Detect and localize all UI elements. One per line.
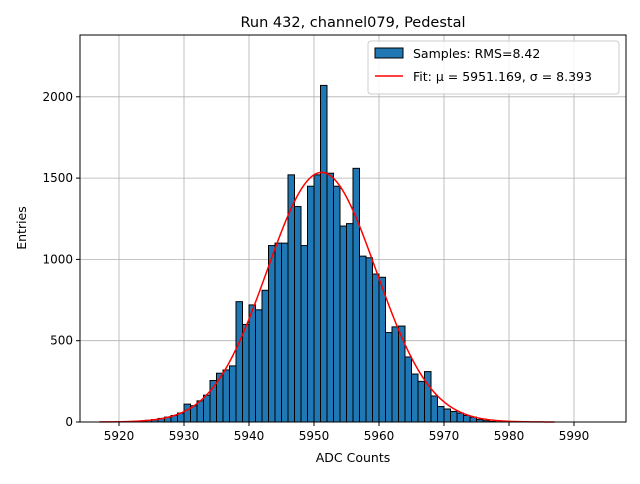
- histogram-bar: [327, 173, 334, 422]
- histogram-bar: [464, 415, 471, 422]
- y-axis-label: Entries: [14, 206, 29, 250]
- histogram-bar: [301, 246, 308, 422]
- x-tick-label: 5950: [299, 429, 330, 443]
- histogram-bar: [366, 258, 373, 422]
- legend-label-fit: Fit: μ = 5951.169, σ = 8.393: [413, 69, 592, 84]
- histogram-bar: [223, 370, 230, 422]
- histogram-bar: [353, 168, 360, 422]
- histogram-bar: [379, 277, 386, 422]
- histogram-bar: [340, 226, 347, 422]
- y-tick-label: 2000: [42, 90, 73, 104]
- histogram-bar: [347, 224, 354, 422]
- histogram-bar: [451, 411, 458, 422]
- x-tick-label: 5960: [364, 429, 395, 443]
- chart-title: Run 432, channel079, Pedestal: [240, 15, 465, 31]
- histogram-bar: [386, 333, 393, 422]
- x-tick-label: 5970: [429, 429, 460, 443]
- histogram-bar: [314, 175, 321, 422]
- y-tick-label: 1000: [42, 252, 73, 266]
- histogram-bar: [197, 401, 204, 422]
- x-tick-label: 5930: [169, 429, 200, 443]
- histogram-bar: [373, 274, 380, 422]
- histogram-bar: [308, 186, 315, 422]
- histogram-bar: [405, 357, 412, 422]
- x-axis-label: ADC Counts: [316, 450, 391, 465]
- histogram-bar: [438, 407, 445, 422]
- histogram-bar: [262, 290, 269, 422]
- histogram-bar: [431, 396, 438, 422]
- histogram-bar: [418, 381, 425, 422]
- histogram-bar: [360, 256, 367, 422]
- histogram-bar: [425, 372, 432, 422]
- histogram-bar: [230, 366, 237, 422]
- x-tick-label: 5920: [104, 429, 135, 443]
- histogram-bar: [444, 409, 451, 422]
- x-tick-label: 5940: [234, 429, 265, 443]
- histogram-bar: [184, 404, 191, 422]
- histogram-bar: [334, 186, 341, 422]
- legend-swatch-samples: [375, 48, 403, 58]
- legend-label-samples: Samples: RMS=8.42: [413, 46, 540, 61]
- histogram-bar: [457, 413, 464, 422]
- histogram-bar: [204, 395, 211, 422]
- histogram-bar: [392, 327, 399, 422]
- histogram-bar: [236, 302, 243, 422]
- histogram-bar: [321, 85, 328, 422]
- histogram-bar: [249, 305, 256, 422]
- histogram-bar: [269, 246, 276, 422]
- histogram-bar: [282, 243, 289, 422]
- y-tick-label: 500: [50, 334, 73, 348]
- histogram-bar: [412, 374, 419, 422]
- histogram-bar: [243, 324, 250, 422]
- x-tick-label: 5980: [494, 429, 525, 443]
- legend: Samples: RMS=8.42 Fit: μ = 5951.169, σ =…: [368, 41, 619, 94]
- y-tick-label: 1500: [42, 171, 73, 185]
- histogram-bar: [256, 310, 263, 422]
- histogram-bar: [275, 243, 282, 422]
- x-tick-label: 5990: [559, 429, 590, 443]
- histogram-bar: [295, 207, 302, 422]
- y-tick-label: 0: [65, 415, 73, 429]
